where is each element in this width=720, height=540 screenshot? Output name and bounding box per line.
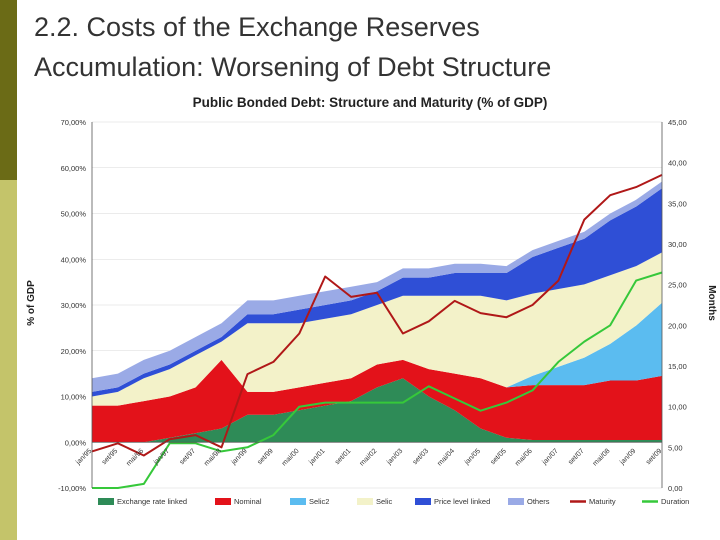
slide-title-line-1: 2.2. Costs of the Exchange Reserves bbox=[34, 12, 480, 42]
legend-swatch bbox=[508, 498, 524, 505]
y2-tick-label: 45,00 bbox=[668, 118, 687, 127]
legend-label: Exchange rate linked bbox=[117, 497, 187, 506]
y2-tick-label: 0,00 bbox=[668, 484, 683, 493]
x-tick-label: mai/06 bbox=[514, 448, 534, 468]
y2-axis-label: Months bbox=[706, 285, 717, 321]
sidebar-light-bar bbox=[0, 180, 17, 540]
y-tick-label: 50,00% bbox=[61, 210, 87, 219]
y-tick-label: 40,00% bbox=[61, 255, 87, 264]
area-nominal bbox=[92, 359, 662, 443]
line-series-group bbox=[91, 173, 663, 489]
legend-label: Nominal bbox=[234, 497, 262, 506]
y-tick-label: 70,00% bbox=[61, 118, 87, 127]
legend-label: Selic2 bbox=[309, 497, 329, 506]
area-selic bbox=[92, 252, 662, 406]
x-tick-label: mai/98 bbox=[203, 448, 223, 468]
y-tick-label: 30,00% bbox=[61, 301, 87, 310]
x-tick-label: jan/95 bbox=[74, 448, 93, 467]
legend-label: Price level linked bbox=[434, 497, 490, 506]
y2-tick-label: 5,00 bbox=[668, 443, 683, 452]
x-tick-label: set/05 bbox=[489, 448, 508, 467]
legend-swatch bbox=[357, 498, 373, 505]
x-tick-label: jan/09 bbox=[618, 448, 637, 467]
y2-tick-label: 40,00 bbox=[668, 159, 687, 168]
x-tick-label: set/07 bbox=[567, 448, 586, 467]
line-duration bbox=[92, 271, 663, 489]
x-tick-label: set/95 bbox=[101, 448, 120, 467]
x-tick-label: jan/07 bbox=[541, 448, 560, 467]
x-tick-label: set/97 bbox=[179, 448, 198, 467]
area-exchange-rate-linked bbox=[92, 378, 662, 443]
y2-tick-label: 25,00 bbox=[668, 281, 687, 290]
chart-title: Public Bonded Debt: Structure and Maturi… bbox=[193, 95, 548, 110]
slide-title-line-2: Accumulation: Worsening of Debt Structur… bbox=[34, 52, 552, 82]
x-tick-label: set/09 bbox=[645, 448, 664, 467]
x-tick-label: jan/03 bbox=[385, 448, 404, 467]
y2-tick-label: 15,00 bbox=[668, 362, 687, 371]
legend-swatch bbox=[415, 498, 431, 505]
y2-tick-label: 10,00 bbox=[668, 403, 687, 412]
y-tick-label: 20,00% bbox=[61, 347, 87, 356]
x-tick-label: jan/05 bbox=[463, 448, 482, 467]
y2-tick-label: 35,00 bbox=[668, 199, 687, 208]
x-tick-label: jan/97 bbox=[152, 448, 171, 467]
y2-tick-label: 20,00 bbox=[668, 321, 687, 330]
line-maturity bbox=[91, 173, 663, 457]
debt-structure-chart: Public Bonded Debt: Structure and Maturi… bbox=[26, 95, 717, 506]
y-axis-label: % of GDP bbox=[26, 280, 37, 326]
x-tick-label: mai/04 bbox=[436, 448, 456, 468]
legend-swatch bbox=[98, 498, 114, 505]
x-tick-label: set/99 bbox=[256, 448, 275, 467]
y-tick-label: 10,00% bbox=[61, 393, 87, 402]
y-tick-label: -10,00% bbox=[58, 484, 86, 493]
x-tick-label: set/03 bbox=[412, 448, 431, 467]
area-others bbox=[92, 181, 662, 392]
x-tick-label: set/01 bbox=[334, 448, 353, 467]
chart-legend: Exchange rate linked Nominal Selic2 Selic Pr… bbox=[98, 497, 689, 506]
legend-label: Others bbox=[527, 497, 550, 506]
y-tick-label: 0,00% bbox=[65, 438, 87, 447]
y-tick-label: 60,00% bbox=[61, 164, 87, 173]
x-tick-label: jan/01 bbox=[307, 448, 326, 467]
legend-label: Selic bbox=[376, 497, 393, 506]
legend-label: Duration bbox=[661, 497, 689, 506]
x-tick-label: mai/02 bbox=[359, 448, 379, 468]
legend-label: Maturity bbox=[589, 497, 616, 506]
x-tick-label: mai/08 bbox=[592, 448, 612, 468]
legend-swatch bbox=[290, 498, 306, 505]
sidebar-dark-bar bbox=[0, 0, 17, 180]
x-tick-label: mai/00 bbox=[281, 448, 301, 468]
legend-swatch bbox=[215, 498, 231, 505]
y2-tick-label: 30,00 bbox=[668, 240, 687, 249]
